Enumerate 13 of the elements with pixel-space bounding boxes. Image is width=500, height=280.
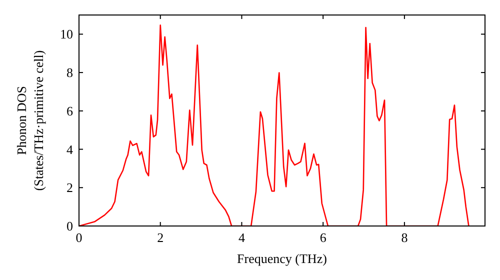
y-tick-label: 10: [60, 26, 73, 42]
y-tick-label: 6: [66, 103, 74, 118]
y-tick-label: 0: [66, 218, 73, 234]
y-tick-label: 8: [66, 65, 73, 80]
y-tick-label: 2: [66, 180, 73, 196]
x-axis-title: Frequency (THz): [237, 251, 327, 266]
x-tick-label: 8: [401, 230, 408, 245]
x-tick-label: 4: [238, 230, 246, 245]
y-axis-title: Phonon DOS (States/THz·primitive cell): [14, 50, 46, 191]
line-series: [79, 24, 470, 226]
x-tick-label: 2: [157, 230, 164, 245]
x-tick-label: 6: [320, 230, 327, 245]
y-tick-label: 4: [66, 142, 74, 157]
